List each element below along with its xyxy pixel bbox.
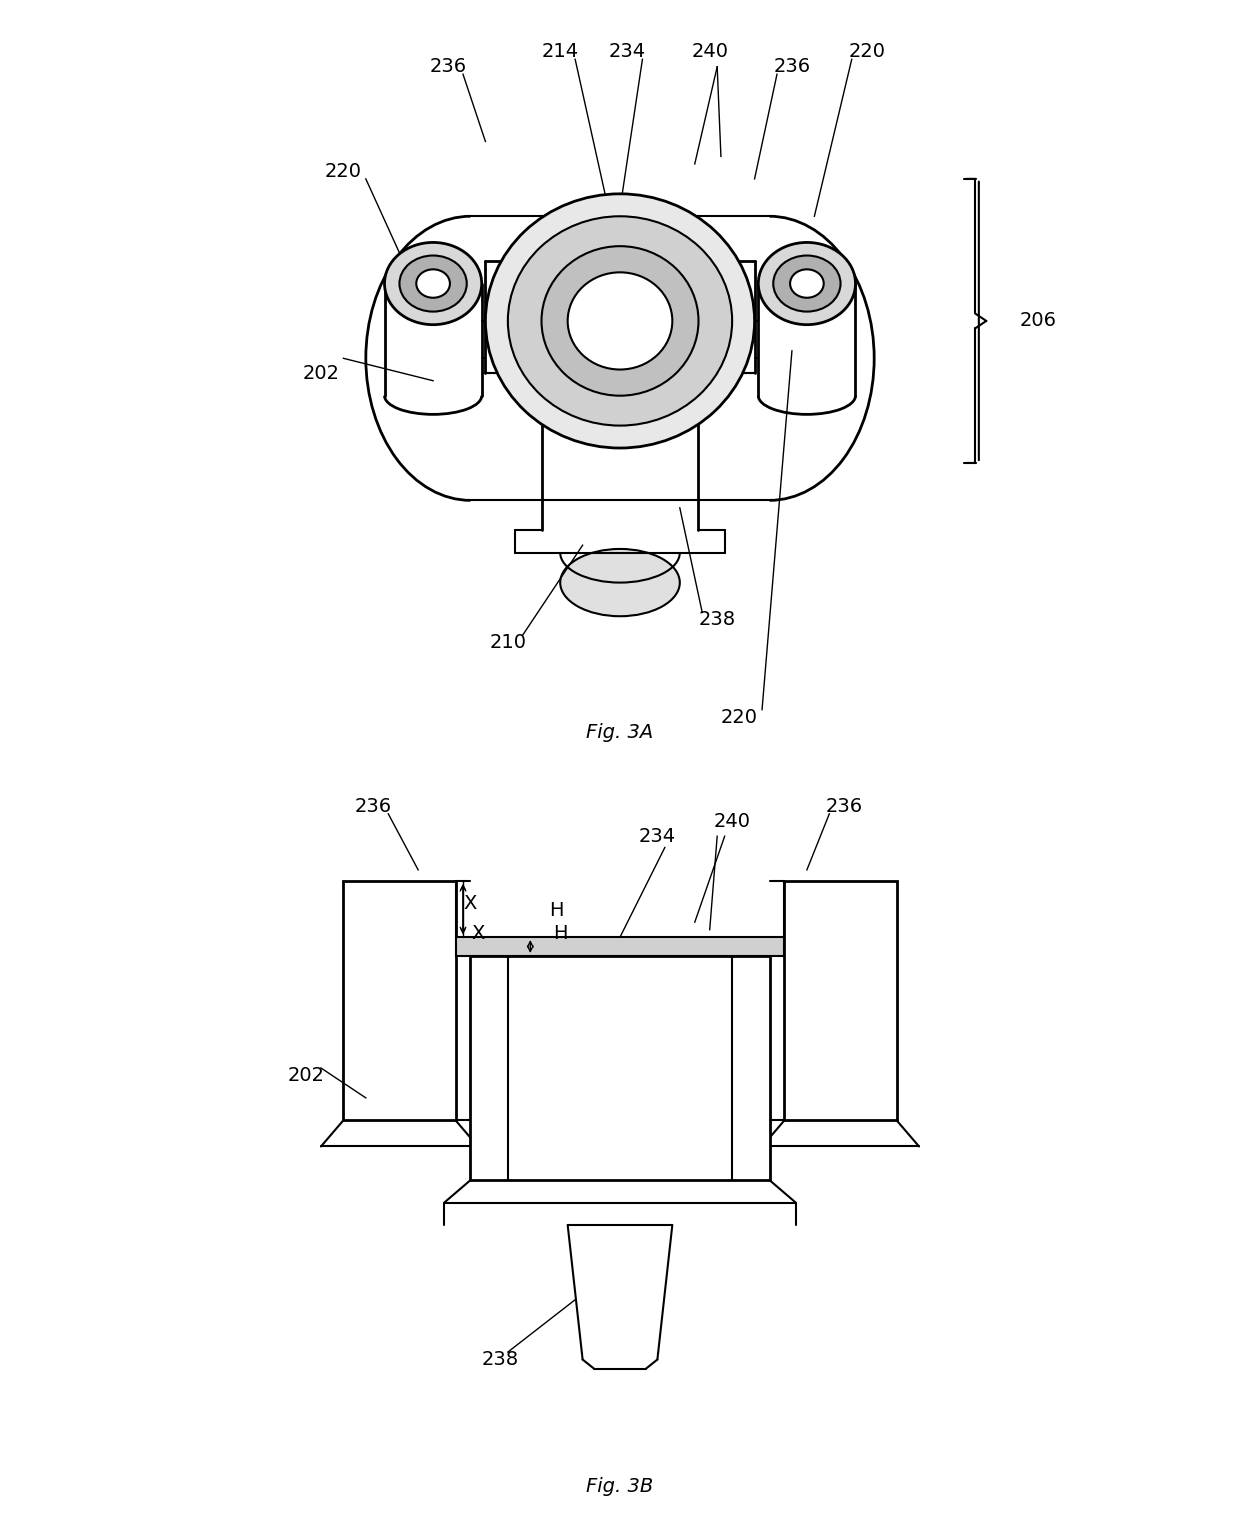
Bar	[455, 937, 785, 957]
Text: 234: 234	[609, 42, 646, 61]
Text: 236: 236	[826, 797, 863, 816]
Bar	[343, 881, 455, 1120]
Ellipse shape	[384, 243, 481, 324]
Text: 238: 238	[482, 1351, 520, 1369]
Text: 210: 210	[490, 632, 526, 652]
Text: 236: 236	[355, 797, 392, 816]
Text: 220: 220	[325, 162, 362, 180]
Bar	[470, 957, 770, 1179]
Text: 240: 240	[714, 811, 750, 831]
Text: H: H	[553, 923, 568, 943]
Text: Fig. 3A: Fig. 3A	[587, 723, 653, 741]
Text: Fig. 3B: Fig. 3B	[587, 1477, 653, 1496]
Text: 220: 220	[722, 708, 758, 726]
Ellipse shape	[774, 256, 841, 312]
Ellipse shape	[790, 270, 823, 297]
Bar	[785, 881, 897, 1120]
Text: 202: 202	[288, 1066, 325, 1085]
Ellipse shape	[399, 256, 466, 312]
Text: X: X	[471, 923, 485, 943]
Text: 220: 220	[848, 42, 885, 61]
Ellipse shape	[568, 273, 672, 370]
Text: 206: 206	[1021, 311, 1056, 330]
Ellipse shape	[542, 246, 698, 396]
Text: 236: 236	[774, 58, 811, 76]
Text: H: H	[549, 902, 564, 920]
Text: 214: 214	[542, 42, 579, 61]
Text: 238: 238	[698, 611, 735, 629]
Ellipse shape	[485, 194, 755, 449]
Text: 236: 236	[429, 58, 466, 76]
Text: 202: 202	[303, 364, 340, 382]
Ellipse shape	[759, 243, 856, 324]
Ellipse shape	[508, 217, 732, 426]
Text: 234: 234	[639, 826, 676, 846]
Ellipse shape	[560, 549, 680, 615]
Ellipse shape	[417, 270, 450, 297]
Text: X: X	[464, 894, 477, 913]
Text: 240: 240	[691, 42, 728, 61]
